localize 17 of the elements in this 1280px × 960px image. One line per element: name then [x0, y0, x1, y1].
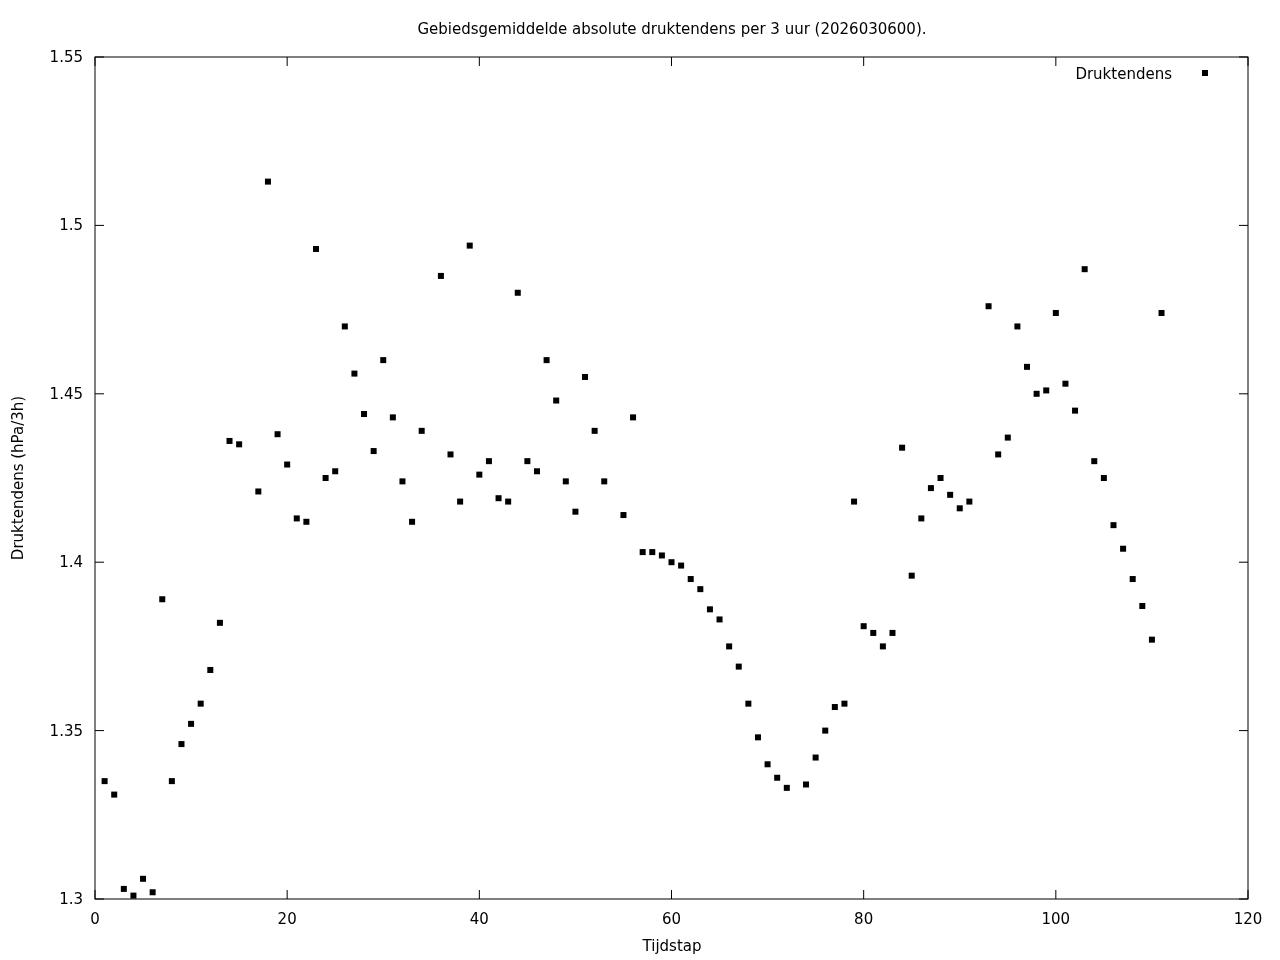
chart-title: Gebiedsgemiddelde absolute druktendens per 3 uur (2026030600).	[417, 20, 927, 38]
x-tick-label: 80	[854, 910, 874, 928]
y-tick-label: 1.5	[59, 216, 83, 235]
x-axis-title: Tijdstap	[641, 937, 702, 955]
y-axis-title: Druktendens (hPa/3h)	[9, 395, 27, 561]
y-tick-label: 1.45	[49, 384, 83, 403]
x-tick-label: 20	[277, 910, 297, 928]
x-tick-label: 60	[661, 910, 682, 928]
y-tick-label: 1.35	[49, 721, 83, 740]
x-tick-label: 40	[469, 910, 489, 928]
x-tick-label: 100	[1041, 910, 1071, 928]
x-tick-label: 120	[1233, 910, 1263, 928]
x-tick-label: 0	[90, 910, 100, 928]
y-tick-label: 1.3	[59, 890, 83, 908]
y-tick-label: 1.4	[59, 553, 83, 572]
legend-label: Druktendens	[1075, 65, 1173, 83]
y-tick-label: 1.55	[49, 48, 83, 66]
